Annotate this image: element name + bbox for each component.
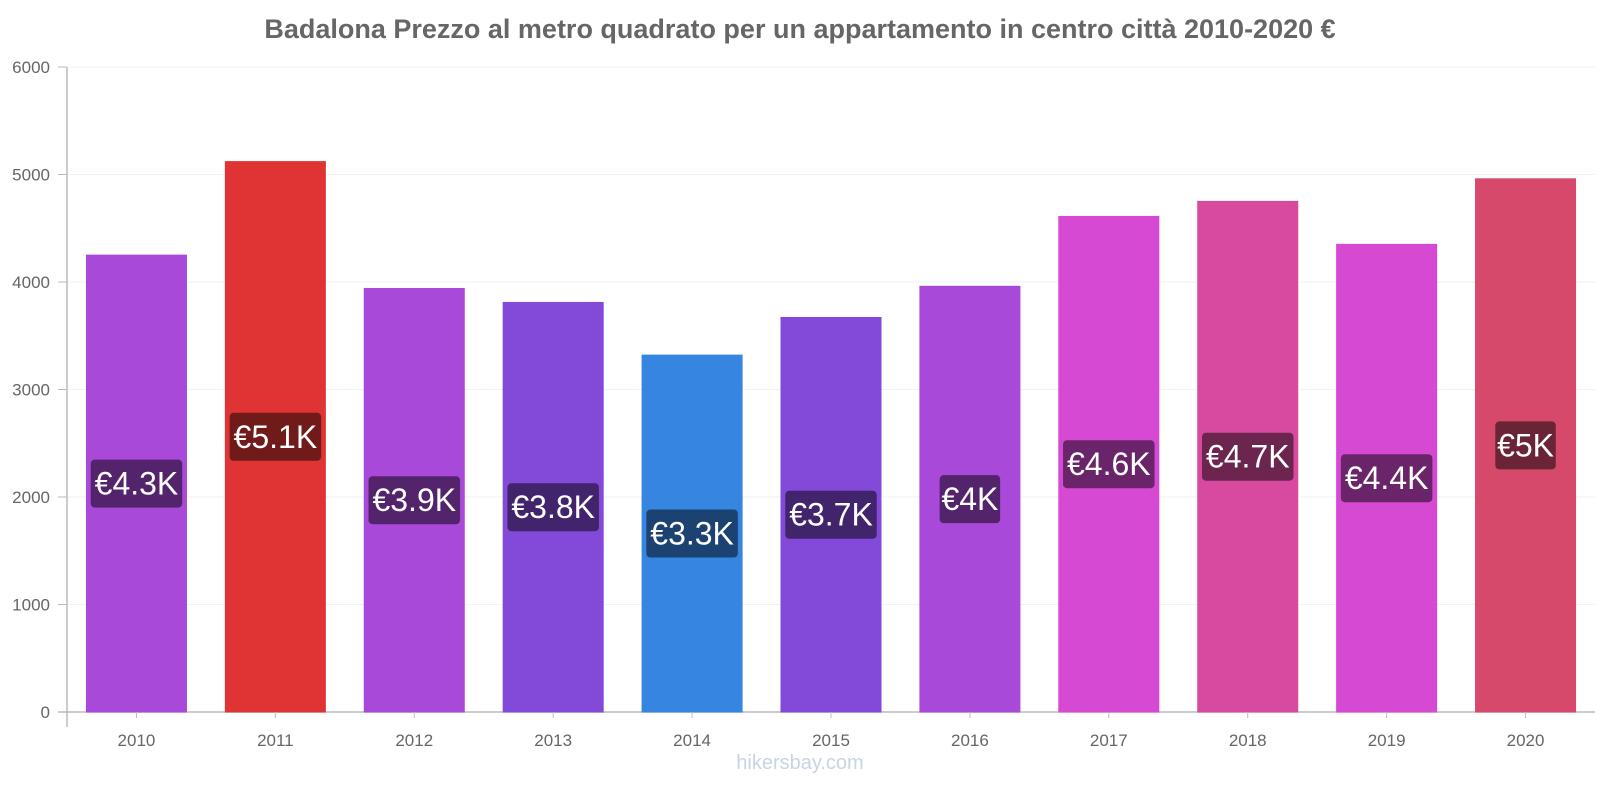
x-tick-label: 2017 (1090, 731, 1128, 750)
data-label-badge (785, 490, 877, 539)
x-tick-labels: 2010 2011 2012 2013 2014 2015 2016 2017 2018 2019… (118, 712, 1545, 750)
data-label-badge (507, 483, 599, 532)
data-label-badge (229, 412, 322, 461)
y-tick-label: 2000 (12, 488, 50, 507)
data-label-badge (1495, 421, 1556, 470)
y-tick-labels: 0 1000 2000 3000 4000 5000 6000 (12, 58, 67, 722)
data-label: €4K (941, 481, 998, 517)
y-tick-label: 4000 (12, 273, 50, 292)
data-label: €3.3K (650, 516, 734, 552)
data-label-badge (90, 459, 183, 508)
data-label-badge (1201, 432, 1294, 481)
watermark: hikersbay.com (736, 752, 864, 774)
data-label-badge (1340, 454, 1433, 503)
data-label: €3.9K (372, 482, 456, 518)
y-tick-label: 6000 (12, 58, 50, 77)
x-tick-label: 2013 (534, 731, 572, 750)
data-label: €3.7K (789, 497, 873, 533)
data-label: €3.8K (511, 489, 595, 525)
x-tick-label: 2010 (118, 731, 156, 750)
x-tick-label: 2018 (1229, 731, 1267, 750)
y-tick-label: 5000 (12, 166, 50, 185)
data-label-badge (939, 475, 1001, 524)
x-tick-label: 2015 (812, 731, 850, 750)
x-tick-label: 2014 (673, 731, 711, 750)
data-labels: €4.3K €5.1K €3.9K €3.8K €3.3K €3.7K €4K €4.6K €4… (90, 412, 1556, 558)
y-tick-label: 0 (41, 703, 50, 722)
x-tick-label: 2012 (395, 731, 433, 750)
data-label: €5.1K (234, 419, 318, 455)
data-label: €4.3K (95, 466, 179, 502)
data-label-badge (368, 476, 461, 525)
x-tick-label: 2020 (1507, 731, 1545, 750)
data-label: €4.7K (1206, 439, 1290, 475)
x-tick-label: 2011 (257, 731, 294, 750)
data-label: €4.4K (1345, 460, 1429, 496)
data-label-badge (646, 509, 738, 558)
y-tick-label: 1000 (12, 596, 50, 615)
x-tick-label: 2019 (1368, 731, 1406, 750)
data-label-badge (1063, 440, 1155, 489)
data-label: €4.6K (1067, 446, 1151, 482)
y-tick-label: 3000 (12, 381, 50, 400)
data-label: €5K (1497, 427, 1554, 463)
chart-title: Badalona Prezzo al metro quadrato per un… (264, 14, 1336, 44)
x-tick-label: 2016 (951, 731, 989, 750)
